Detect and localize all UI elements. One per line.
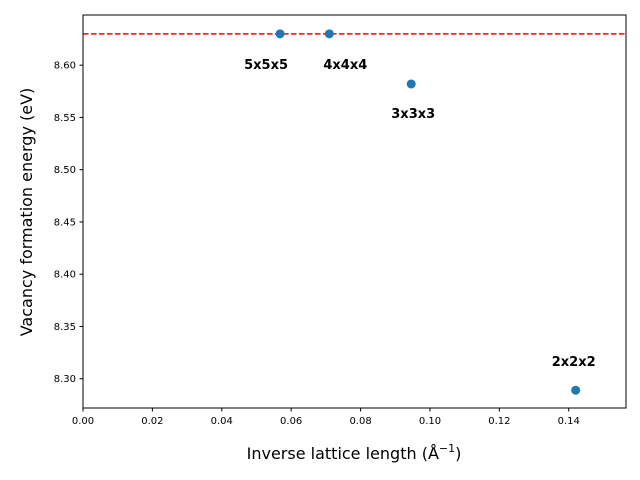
y-tick-label: 8.30 xyxy=(54,374,76,385)
y-tick-label: 8.50 xyxy=(54,165,76,176)
plot-frame xyxy=(82,14,627,409)
data-point xyxy=(324,29,334,39)
point-label: 2x2x2 xyxy=(552,355,596,370)
y-axis-label: Vacancy formation energy (eV) xyxy=(17,88,36,337)
data-point xyxy=(571,385,581,395)
data-point xyxy=(406,79,416,89)
y-tick-label: 8.55 xyxy=(54,113,76,124)
x-axis-label: Inverse lattice length (Å−1) xyxy=(247,442,462,463)
y-tick-label: 8.60 xyxy=(54,61,76,72)
point-label: 3x3x3 xyxy=(391,107,435,122)
x-tick-label: 0.04 xyxy=(211,416,233,427)
x-tick-label: 0.06 xyxy=(280,416,302,427)
x-tick-label: 0.10 xyxy=(419,416,441,427)
x-tick-label: 0.08 xyxy=(349,416,371,427)
x-tick-label: 0.00 xyxy=(72,416,94,427)
y-tick-label: 8.35 xyxy=(54,322,76,333)
x-tick-label: 0.12 xyxy=(488,416,510,427)
x-tick-label: 0.14 xyxy=(558,416,580,427)
x-tick-label: 0.02 xyxy=(141,416,163,427)
y-tick-label: 8.45 xyxy=(54,217,76,228)
point-label: 5x5x5 xyxy=(244,58,288,73)
data-point xyxy=(275,29,285,39)
y-tick-label: 8.40 xyxy=(54,270,76,281)
point-label: 4x4x4 xyxy=(323,58,367,73)
